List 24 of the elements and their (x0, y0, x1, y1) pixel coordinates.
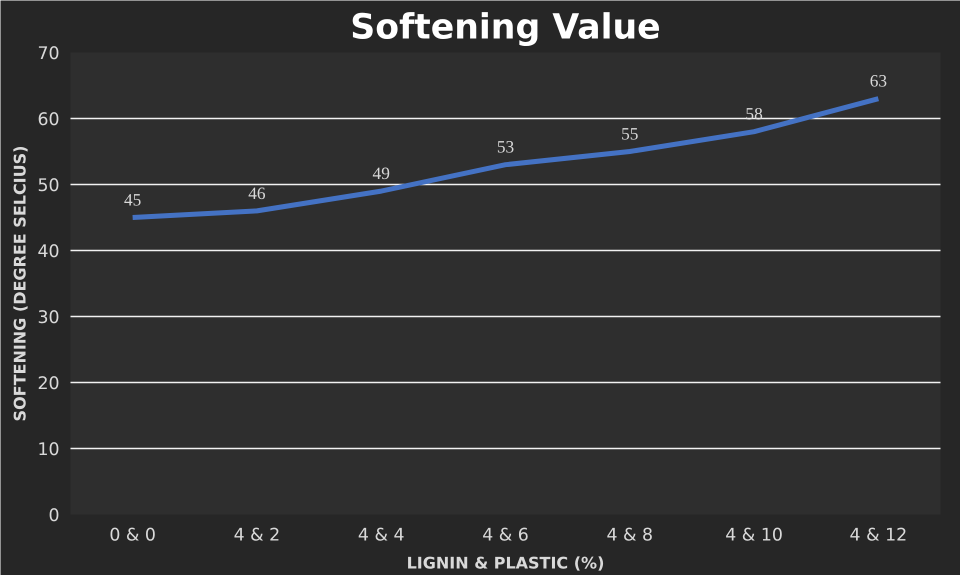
x-tick-label: 4 & 10 (725, 526, 783, 546)
x-tick-label: 4 & 4 (358, 526, 405, 546)
data-label: 49 (372, 164, 390, 184)
data-label: 53 (496, 138, 514, 157)
y-tick-label: 30 (37, 308, 60, 328)
x-tick-label: 4 & 2 (234, 526, 280, 546)
x-tick-label: 4 & 6 (482, 526, 529, 546)
data-label: 63 (870, 72, 888, 91)
data-label: 46 (248, 184, 266, 203)
y-tick-label: 0 (48, 506, 60, 526)
y-tick-label: 40 (37, 242, 60, 262)
y-tick-label: 20 (37, 374, 60, 394)
y-tick-label: 10 (37, 440, 60, 460)
x-axis-title: LIGNIN & PLASTIC (%) (406, 554, 604, 572)
y-axis-title: SOFTENING (DEGREE SELCIUS) (10, 146, 30, 422)
data-label: 55 (621, 124, 638, 144)
y-tick-label: 70 (37, 44, 60, 64)
data-label: 45 (124, 190, 142, 210)
y-tick-label: 50 (37, 176, 60, 196)
x-tick-label: 4 & 12 (850, 526, 908, 546)
x-tick-label: 0 & 0 (109, 526, 156, 546)
chart-title: Softening Value (350, 8, 661, 48)
y-tick-label: 60 (37, 110, 60, 130)
x-tick-label: 4 & 8 (606, 526, 654, 546)
